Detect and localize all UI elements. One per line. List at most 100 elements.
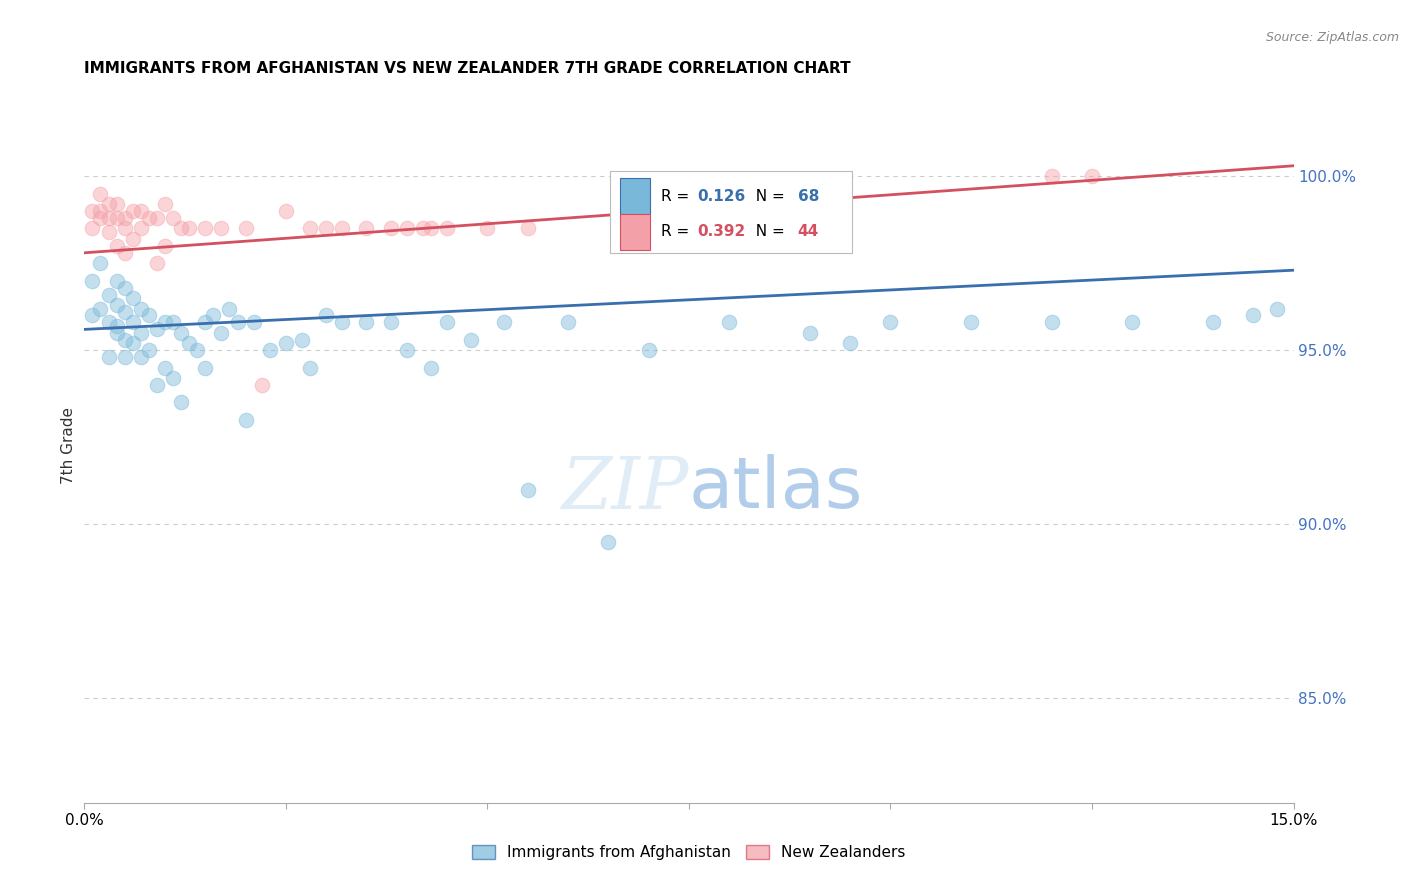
Text: atlas: atlas [689,454,863,524]
Y-axis label: 7th Grade: 7th Grade [60,408,76,484]
Point [516,483,538,497]
Point [89,256,111,270]
Point [1040,315,1063,329]
Point [395,343,418,358]
Point [259,343,281,358]
Text: 0.392: 0.392 [697,225,745,239]
Point [121,315,143,329]
Point [114,305,136,319]
Point [82,309,104,323]
Point [114,333,136,347]
Text: IMMIGRANTS FROM AFGHANISTAN VS NEW ZEALANDER 7TH GRADE CORRELATION CHART: IMMIGRANTS FROM AFGHANISTAN VS NEW ZEALA… [84,61,851,76]
Point [1241,309,1264,323]
Point [839,336,862,351]
Point [274,204,297,219]
Point [299,221,322,235]
Point [114,280,136,294]
Point [97,225,120,239]
Point [179,221,201,235]
Text: N =: N = [745,225,789,239]
Point [879,315,901,329]
Text: R =: R = [661,225,695,239]
Point [114,245,136,260]
Point [209,326,232,340]
Point [194,315,217,329]
Point [291,333,314,347]
FancyBboxPatch shape [620,214,650,250]
Point [89,211,111,225]
Point [395,221,418,235]
Point [436,221,458,235]
FancyBboxPatch shape [620,178,650,214]
Point [82,221,104,235]
Point [460,333,482,347]
Point [146,378,169,392]
Point [89,186,111,201]
Point [226,315,249,329]
Point [412,221,434,235]
Point [105,298,128,312]
Point [186,343,208,358]
Point [420,360,443,375]
Point [153,315,176,329]
Point [718,315,741,329]
Point [356,315,378,329]
Point [960,315,983,329]
Text: 0.126: 0.126 [697,189,745,203]
Point [194,221,217,235]
Point [799,326,821,340]
Point [105,197,128,211]
Point [146,322,169,336]
Point [105,211,128,225]
Point [105,274,128,288]
Point [235,221,257,235]
Point [299,360,322,375]
Point [89,204,111,219]
Point [153,360,176,375]
Point [209,221,232,235]
Point [194,360,217,375]
Point [105,326,128,340]
Point [315,309,337,323]
Point [420,221,443,235]
Point [129,326,152,340]
Point [1081,169,1104,184]
Point [315,221,337,235]
Text: R =: R = [661,189,695,203]
Point [153,197,176,211]
Point [162,315,184,329]
Point [356,221,378,235]
Point [162,211,184,225]
Point [82,274,104,288]
Point [82,204,104,219]
Text: ZIP: ZIP [561,453,689,524]
Point [492,315,515,329]
Point [516,221,538,235]
Point [121,204,143,219]
Point [1202,315,1225,329]
Point [235,413,257,427]
Point [637,343,659,358]
Point [330,315,353,329]
Point [114,350,136,364]
Point [179,336,201,351]
Point [97,211,120,225]
Text: 68: 68 [797,189,820,203]
Point [598,534,620,549]
Text: Source: ZipAtlas.com: Source: ZipAtlas.com [1265,31,1399,45]
Point [170,221,193,235]
FancyBboxPatch shape [610,171,852,253]
Point [380,221,402,235]
Point [557,315,579,329]
Text: 44: 44 [797,225,820,239]
Point [250,378,273,392]
Point [162,371,184,385]
Point [146,256,169,270]
Point [121,336,143,351]
Point [218,301,240,316]
Point [97,197,120,211]
Point [170,395,193,409]
Point [138,211,160,225]
Point [1040,169,1063,184]
Point [114,221,136,235]
